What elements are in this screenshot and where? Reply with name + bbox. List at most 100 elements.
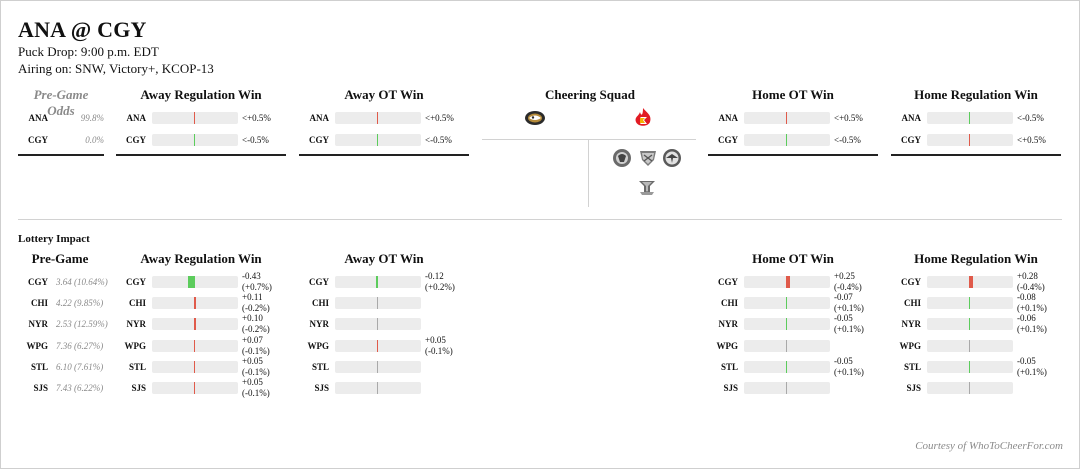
odds-panel-value: <-0.5% — [834, 135, 861, 145]
lottery-value-main: +0.11 — [242, 292, 263, 303]
lottery-panel-team: NYR — [126, 319, 147, 330]
lottery-pregame-value: 6.10 (7.61%) — [56, 361, 104, 372]
cheering-vertical-divider — [588, 140, 589, 207]
lottery-value-main: -0.43 — [242, 271, 261, 281]
lottery-value-main: -0.05 — [1017, 355, 1036, 366]
page-title: ANA @ CGY — [18, 17, 147, 42]
airing-text: Airing on: SNW, Victory+, KCOP-13 — [18, 61, 214, 76]
cheering-divider — [482, 139, 696, 140]
lottery-value-main: +0.28 — [1017, 271, 1038, 281]
puck-drop-text: Puck Drop: 9:00 p.m. EDT — [18, 44, 159, 59]
lottery-panel-team: SJS — [906, 383, 921, 393]
odds-panel-divider — [891, 154, 1061, 156]
lottery-bar — [335, 276, 421, 288]
lottery-panel-team: NYR — [901, 319, 922, 330]
pregame-odds-title: Pre-Game Odds — [33, 87, 89, 118]
lottery-bar — [927, 276, 1013, 288]
bar-fill — [194, 318, 196, 331]
lottery-pregame-team: CGY — [28, 277, 48, 287]
lottery-pregame-value: 2.53 (12.59%) — [56, 319, 108, 330]
odds-bar — [335, 112, 421, 124]
odds-panel-team: ANA — [126, 113, 147, 123]
odds-panel-value: <+0.5% — [834, 113, 863, 123]
lottery-value-main: +0.07 — [242, 334, 263, 345]
bar-fill — [194, 360, 195, 373]
lottery-panel-team: WPG — [716, 340, 739, 351]
lottery-panel-team: STL — [311, 361, 329, 372]
jets-logo — [662, 148, 684, 170]
odds-panel-value: <-0.5% — [1017, 113, 1044, 123]
lottery-panel-team: NYR — [309, 319, 330, 330]
lottery-pregame-value: 7.43 (6.22%) — [56, 383, 104, 393]
lottery-bar — [744, 276, 830, 288]
bar-fill — [969, 360, 970, 373]
odds-panel-value: <+0.5% — [425, 113, 454, 123]
lottery-bar — [335, 360, 421, 373]
odds-panel-title: Home OT Win — [752, 87, 834, 102]
lottery-value-pct: (+0.1%) — [1017, 366, 1047, 377]
odds-panel-divider — [116, 154, 286, 156]
blackhawks-logo — [612, 148, 634, 170]
pregame-odds-value: 0.0% — [85, 135, 104, 145]
lottery-value-main: -0.05 — [834, 355, 853, 366]
lottery-panel-title: Home OT Win — [752, 251, 834, 266]
lottery-value-main: -0.12 — [425, 271, 444, 281]
odds-panel-value: <-0.5% — [242, 135, 269, 145]
rangers-logo — [638, 148, 660, 170]
odds-panel-title: Away OT Win — [344, 87, 424, 102]
lottery-panel-team: STL — [903, 361, 921, 372]
odds-panel-divider — [299, 154, 469, 156]
lottery-bar — [927, 318, 1013, 331]
bar-fill — [969, 134, 970, 146]
bar-center-line — [786, 382, 787, 394]
pregame-odds-team: ANA — [28, 113, 49, 123]
courtesy-text: Courtesy of WhoToCheerFor.com — [915, 440, 1063, 452]
lottery-value-pct: (-0.1%) — [242, 388, 270, 398]
lottery-value-pct: (-0.4%) — [834, 282, 862, 292]
odds-panel-title: Home Regulation Win — [914, 87, 1038, 102]
bar-center-line — [786, 339, 787, 352]
odds-bar — [744, 134, 830, 146]
lottery-pregame-team: WPG — [26, 340, 49, 351]
odds-bar — [927, 112, 1013, 124]
lottery-value-pct: (-0.2%) — [242, 303, 270, 314]
odds-panel-team: ANA — [901, 113, 922, 123]
lottery-title: Lottery Impact — [18, 233, 90, 245]
lottery-bar — [927, 339, 1013, 352]
lottery-pregame-team: CHI — [30, 298, 48, 309]
bar-fill — [786, 318, 787, 331]
lottery-bar — [152, 339, 238, 352]
lottery-panel-team: WPG — [899, 340, 922, 351]
lottery-bar — [927, 297, 1013, 310]
odds-panel-title: Away Regulation Win — [140, 87, 262, 102]
lottery-bar — [152, 276, 238, 288]
bar-center-line — [377, 297, 378, 310]
bar-fill — [377, 339, 378, 352]
bar-fill — [786, 276, 790, 288]
bar-fill — [786, 112, 788, 124]
bar-center-line — [969, 382, 970, 394]
lottery-value-main: +0.10 — [242, 313, 263, 324]
lottery-pregame-value: 7.36 (6.27%) — [56, 340, 104, 351]
lottery-panel-team: WPG — [307, 340, 330, 351]
section-divider — [18, 219, 1062, 220]
bar-fill — [968, 297, 970, 310]
bar-fill — [785, 297, 787, 310]
bar-fill — [194, 134, 195, 146]
lottery-bar — [744, 297, 830, 310]
lottery-bar — [927, 382, 1013, 394]
lottery-value-pct: (+0.1%) — [834, 303, 864, 314]
bar-fill — [188, 276, 195, 288]
lottery-value-pct: (+0.1%) — [1017, 303, 1047, 314]
lottery-bar — [152, 318, 238, 331]
lottery-value-pct: (-0.1%) — [425, 345, 453, 356]
odds-panel-team: CGY — [901, 135, 921, 145]
ducks-logo — [524, 107, 546, 129]
lottery-panel-team: SJS — [723, 383, 738, 393]
lottery-bar — [335, 339, 421, 352]
lottery-pregame-title: Pre-Game — [31, 251, 89, 266]
odds-panel-divider — [708, 154, 878, 156]
lottery-value-main: +0.05 — [242, 377, 263, 387]
lottery-value-main: +0.25 — [834, 271, 855, 281]
lottery-value-main: -0.05 — [834, 313, 853, 324]
